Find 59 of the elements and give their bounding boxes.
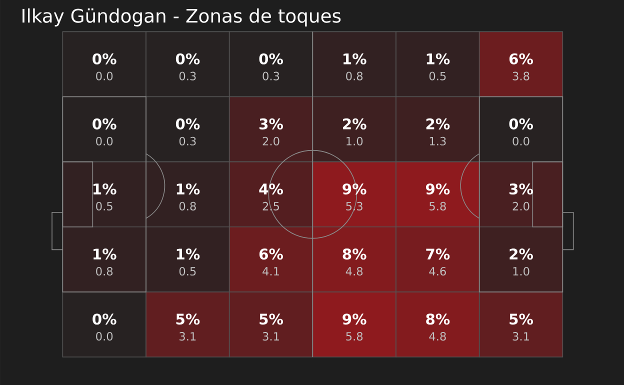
data-label: 5%	[176, 314, 200, 325]
annotation: 4.1	[262, 267, 279, 276]
annotation: 1.0	[513, 266, 530, 276]
chart-title: Ilkay Gündogan - Zonas de toques	[22, 8, 341, 26]
annotation: 3.1	[262, 332, 279, 341]
data-label: 4%	[259, 183, 283, 195]
annotation: 0.8	[346, 72, 363, 80]
annotation: 0.0	[96, 332, 113, 341]
annotation: 2.0	[262, 136, 280, 146]
data-label: 1%	[94, 248, 116, 260]
annotation: 0.0	[96, 72, 113, 80]
annotation: 0.3	[179, 136, 196, 146]
annotation: 0.5	[429, 72, 446, 80]
data-label: 1%	[94, 183, 116, 195]
data-label: 9%	[342, 314, 366, 325]
annotation: 3.8	[512, 72, 530, 80]
annotation: 4.8	[429, 332, 446, 341]
data-label: 0%	[176, 118, 200, 130]
annotation: 5.8	[346, 332, 363, 341]
data-label: 3%	[260, 118, 283, 130]
data-label: 1%	[426, 53, 450, 64]
annotation: 1.3	[430, 136, 446, 146]
data-label: 2%	[343, 118, 366, 130]
data-label: 8%	[426, 314, 450, 325]
annotation: 2.0	[512, 202, 530, 210]
data-label: 6%	[259, 248, 283, 260]
annotation: 0.0	[512, 136, 530, 146]
data-label: 0%	[259, 53, 283, 64]
data-label: 7%	[426, 248, 450, 260]
annotation: 4.6	[429, 266, 446, 276]
data-label: 2%	[426, 118, 450, 130]
annotation: 4.8	[346, 266, 363, 276]
data-label: 9%	[342, 183, 366, 195]
data-label: 6%	[509, 53, 533, 64]
annotation: 0.8	[179, 202, 196, 210]
annotation: 5.8	[430, 202, 446, 210]
data-label: 8%	[342, 248, 366, 260]
annotation: 0.5	[179, 266, 196, 276]
data-label: 3%	[510, 183, 533, 195]
data-label: 1%	[176, 248, 200, 260]
data-label: 9%	[426, 183, 450, 195]
annotation: 0.3	[262, 72, 280, 80]
data-label: 0%	[509, 118, 533, 130]
annotation: 0.5	[96, 202, 112, 210]
data-label: 2%	[510, 248, 533, 260]
data-label: 5%	[510, 314, 533, 325]
data-label: 0%	[92, 118, 116, 130]
annotation: 1.0	[346, 136, 363, 146]
annotation: 0.8	[96, 266, 113, 276]
annotation: 0.0	[96, 136, 113, 146]
data-label: 0%	[92, 314, 116, 325]
annotation: 0.3	[179, 72, 196, 80]
data-label: 0%	[92, 53, 116, 64]
data-label: 5%	[260, 314, 283, 325]
annotation: 3.1	[180, 332, 196, 341]
data-label: 0%	[176, 53, 200, 64]
data-label: 1%	[344, 53, 366, 64]
data-label: 1%	[176, 183, 200, 195]
annotation: 3.1	[512, 332, 529, 341]
